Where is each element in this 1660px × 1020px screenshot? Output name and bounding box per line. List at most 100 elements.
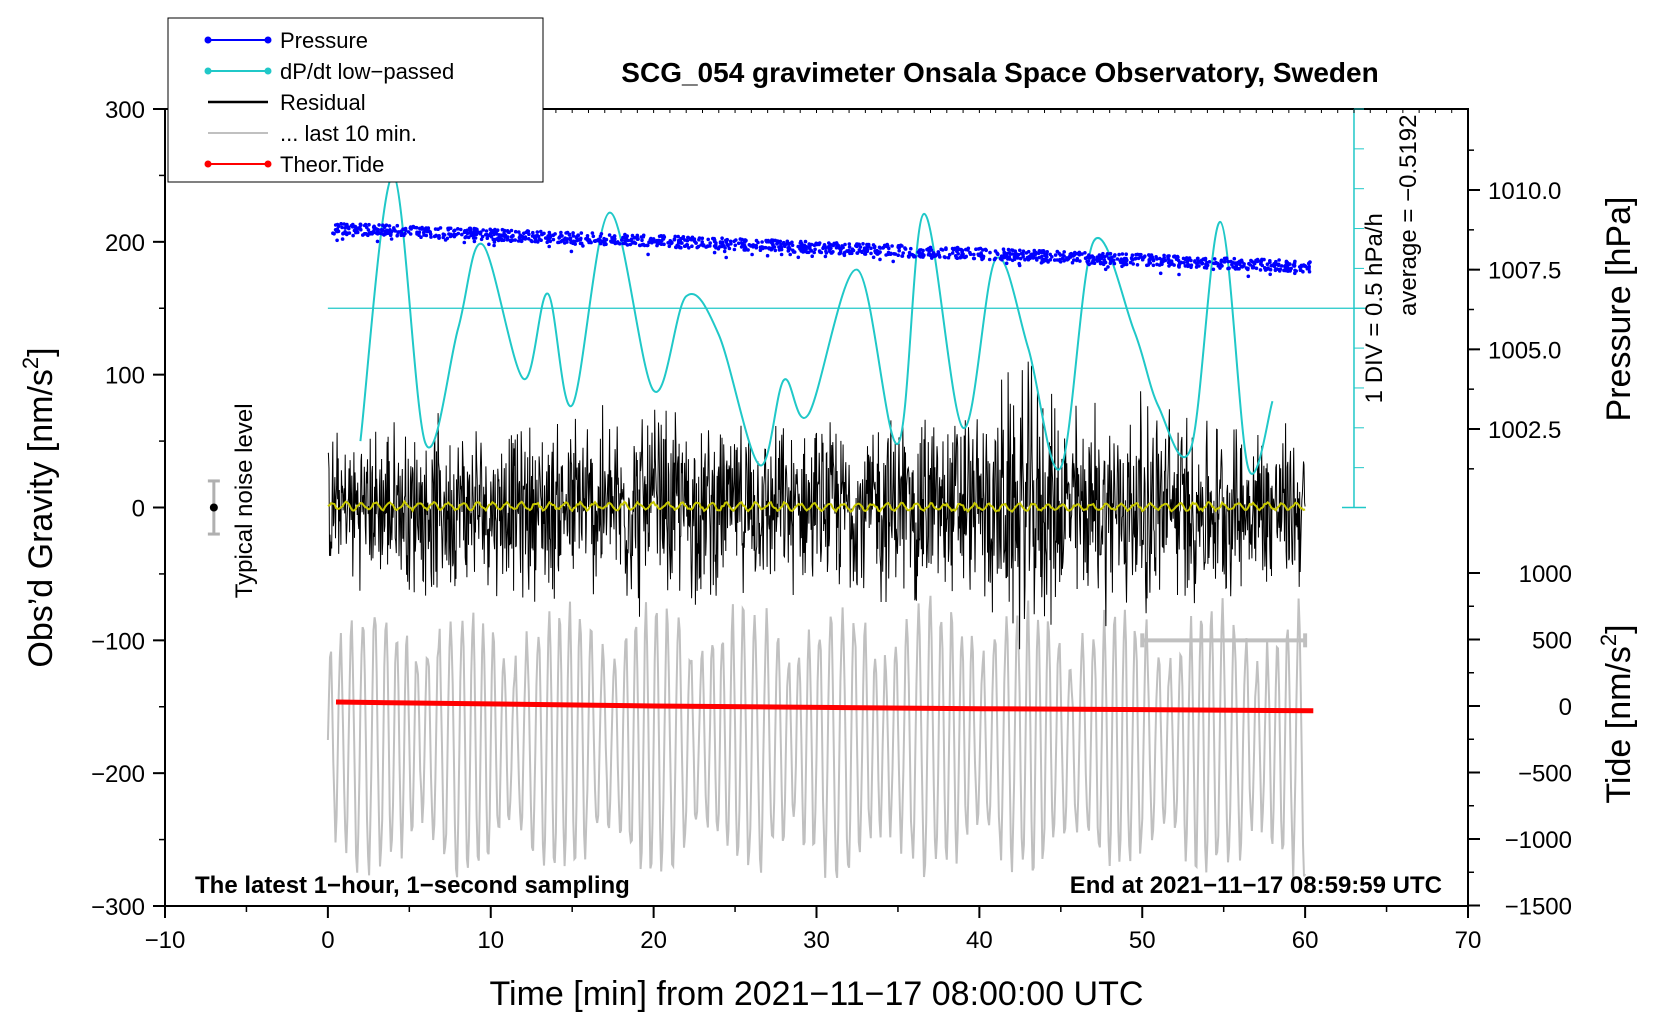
pressure-point: [761, 245, 765, 250]
pressure-point: [1232, 256, 1237, 261]
pressure-point: [529, 238, 533, 243]
pressure-point: [1258, 268, 1263, 272]
pressure-point: [466, 235, 471, 240]
x-tick-label: 70: [1455, 927, 1482, 954]
pressure-point: [925, 247, 929, 252]
pressure-point: [513, 229, 518, 234]
pressure-point: [862, 248, 867, 252]
pressure-point: [602, 236, 606, 241]
pressure-point: [443, 238, 448, 242]
pressure-point: [1006, 247, 1011, 252]
pressure-point: [1106, 265, 1110, 269]
pressure-point: [1176, 258, 1181, 263]
pressure-point: [1307, 261, 1312, 265]
pressure-point: [1119, 257, 1124, 262]
pressure-point: [459, 227, 463, 232]
pressure-point: [1195, 256, 1200, 261]
pressure-point: [897, 248, 901, 253]
pressure-point: [1021, 249, 1026, 253]
pressure-point: [1014, 255, 1019, 259]
pressure-point: [779, 247, 784, 252]
pressure-point: [636, 237, 640, 241]
pressure-point: [695, 245, 699, 250]
tide-tick-label: 500: [1532, 628, 1572, 655]
pressure-point: [492, 232, 496, 237]
pressure-point: [669, 241, 673, 246]
legend-label: Theor.Tide: [280, 152, 384, 177]
noise-level-label: Typical noise level: [231, 403, 258, 598]
pressure-point: [917, 251, 922, 255]
pressure-point: [943, 255, 947, 260]
pressure-point: [808, 246, 812, 251]
pressure-point: [375, 239, 380, 244]
pressure-point: [700, 236, 705, 241]
pressure-point: [395, 223, 400, 228]
pressure-point: [465, 228, 470, 233]
pressure-point: [578, 241, 583, 246]
tide-tick-label: −1500: [1505, 894, 1572, 921]
pressure-point: [408, 226, 413, 230]
pressure-point: [332, 232, 336, 236]
pressure-point: [1305, 266, 1310, 271]
pressure-point: [632, 236, 637, 240]
pressure-point: [1004, 261, 1009, 266]
pressure-point: [379, 231, 383, 236]
sampling-annotation: The latest 1−hour, 1−second sampling: [195, 872, 630, 899]
pressure-point: [1098, 261, 1103, 266]
legend-label: Pressure: [280, 28, 368, 53]
pressure-point: [884, 253, 888, 257]
pressure-point: [756, 240, 760, 245]
pressure-point: [351, 222, 355, 227]
pressure-point: [1041, 259, 1045, 264]
pressure-point: [600, 239, 605, 244]
pressure-point: [559, 233, 563, 238]
pressure-point: [1062, 250, 1066, 254]
pressure-point: [974, 247, 978, 251]
pressure-point: [553, 232, 557, 236]
pressure-point: [1259, 261, 1263, 265]
pressure-point: [796, 255, 801, 260]
pressure-point: [1043, 257, 1048, 261]
y-axis-title-pressure: Pressure [hPa]: [1600, 197, 1638, 422]
pressure-point: [835, 242, 840, 247]
pressure-point: [1131, 262, 1135, 266]
pressure-point: [903, 247, 908, 251]
pressure-point: [1179, 260, 1184, 265]
pressure-point: [701, 243, 706, 248]
pressure-point: [947, 252, 952, 257]
pressure-point: [1196, 260, 1201, 265]
pressure-point: [1252, 261, 1257, 266]
pressure-point: [571, 231, 575, 235]
pressure-point: [847, 248, 851, 253]
pressure-point: [523, 237, 528, 241]
pressure-point: [922, 253, 926, 257]
pressure-point: [372, 225, 377, 230]
pressure-point: [1135, 263, 1140, 267]
pressure-point: [462, 240, 467, 245]
pressure-point: [1045, 250, 1049, 254]
pressure-point: [526, 237, 531, 241]
pressure-point: [847, 242, 852, 246]
pressure-point: [1277, 269, 1282, 273]
pressure-point: [955, 245, 960, 250]
legend-marker: [264, 160, 272, 168]
pressure-point: [509, 228, 514, 233]
pressure-point: [559, 230, 563, 235]
pressure-point: [687, 246, 691, 250]
pressure-point: [937, 253, 941, 258]
pressure-point: [1167, 264, 1171, 268]
pressure-point: [372, 230, 376, 234]
pressure-point: [734, 238, 738, 242]
legend-marker: [204, 160, 212, 168]
pressure-point: [525, 229, 530, 233]
pressure-point: [1010, 252, 1015, 256]
pressure-point: [425, 226, 429, 231]
pressure-point: [720, 236, 724, 240]
pressure-point: [874, 249, 879, 253]
pressure-point: [946, 255, 951, 260]
legend-marker: [264, 36, 272, 44]
pressure-point: [1023, 257, 1027, 262]
pressure-point: [1120, 264, 1124, 269]
pressure-point: [1177, 272, 1181, 277]
